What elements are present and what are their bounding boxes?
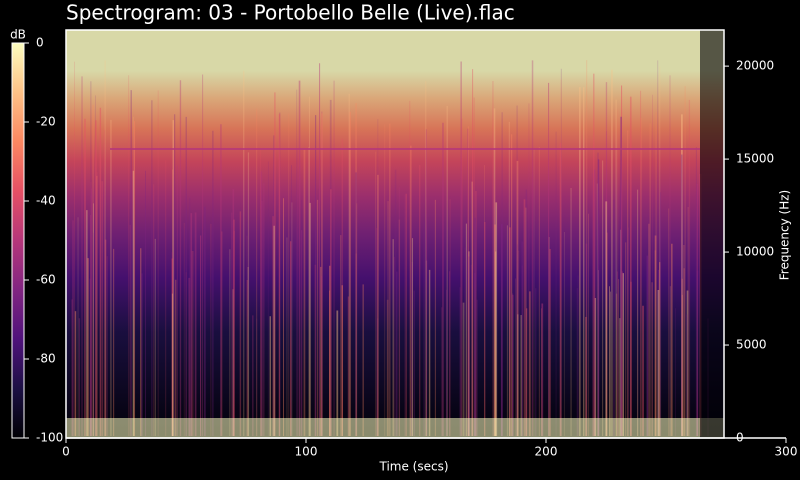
x-tick-label: 100 [295, 445, 318, 459]
y-tick-label: 10000 [736, 245, 774, 259]
texture-tail [700, 30, 724, 438]
y-tick-label: 15000 [736, 152, 774, 166]
colorbar-tick-label: -60 [36, 273, 56, 287]
colorbar-tick-label: -80 [36, 352, 56, 366]
x-tick-label: 300 [775, 445, 798, 459]
colorbar-tick-label: 0 [36, 36, 44, 50]
colorbar [11, 42, 25, 439]
texture-base [66, 30, 724, 438]
texture-floor [66, 418, 724, 438]
chart-title: Spectrogram: 03 - Portobello Belle (Live… [66, 1, 515, 25]
colorbar-label: dB [10, 28, 26, 42]
colorbar-tick-label: -40 [36, 194, 56, 208]
colorbar-tick-label: -100 [36, 431, 63, 445]
spectrogram-texture [66, 30, 724, 438]
x-tick-label: 0 [62, 445, 70, 459]
y-axis-label: Frequency (Hz) [778, 190, 792, 281]
y-tick-label: 20000 [736, 59, 774, 73]
y-tick-label: 0 [736, 431, 744, 445]
colorbar-tick-label: -20 [36, 115, 56, 129]
x-tick-label: 200 [535, 445, 558, 459]
x-axis-label: Time (secs) [378, 460, 448, 474]
y-tick-label: 5000 [736, 338, 767, 352]
